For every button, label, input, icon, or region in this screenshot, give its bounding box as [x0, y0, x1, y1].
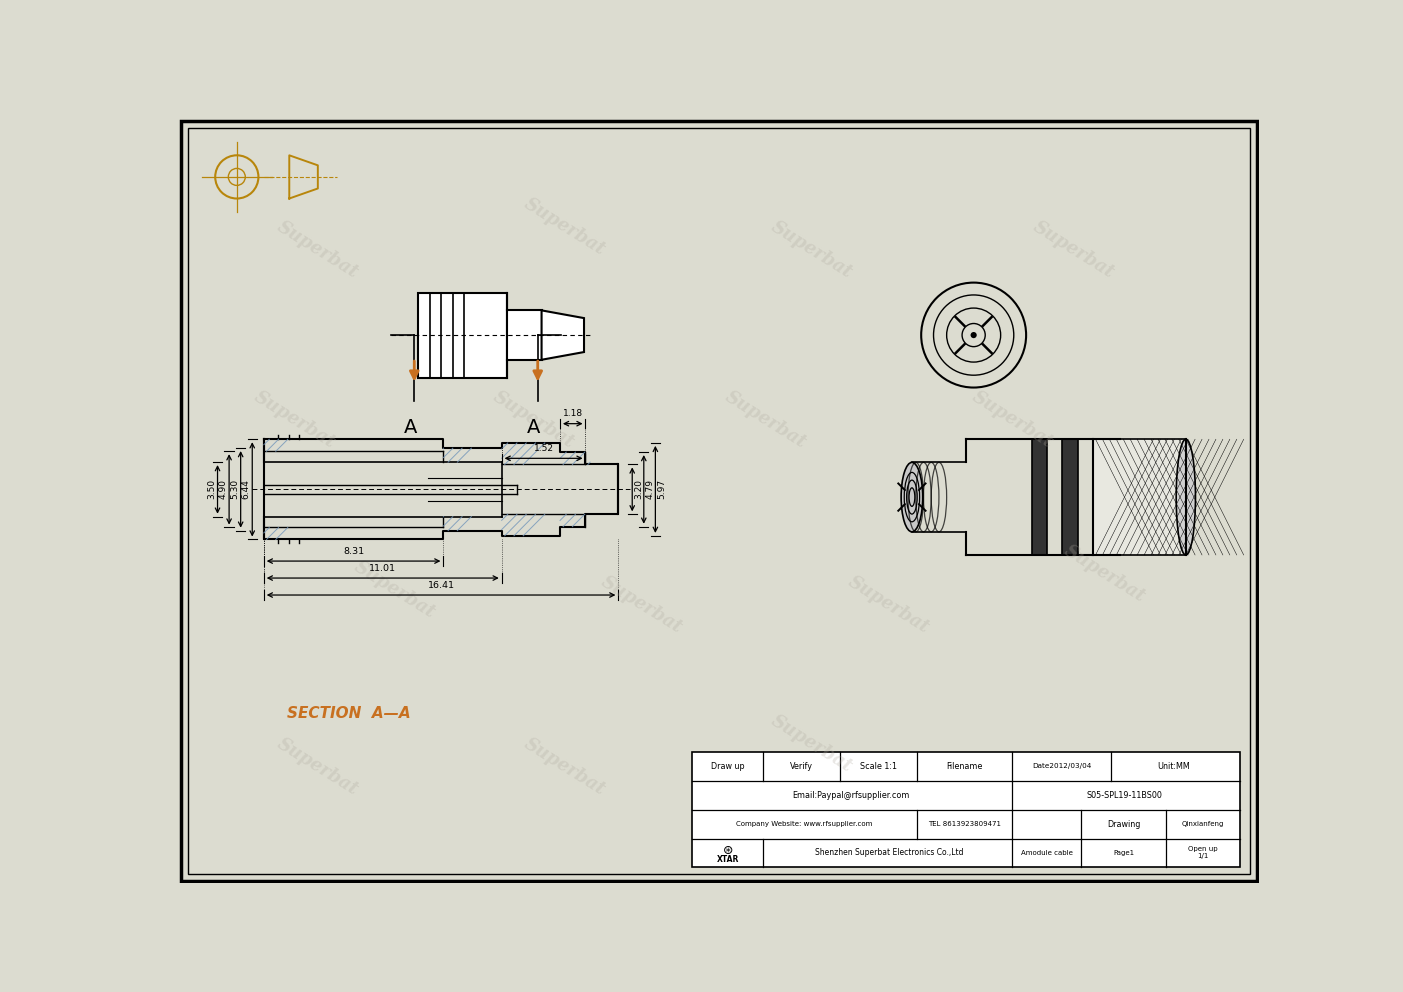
Text: A: A [404, 419, 417, 437]
Text: Scale 1:1: Scale 1:1 [860, 762, 897, 771]
Text: Superbat: Superbat [274, 218, 362, 283]
Text: Superbat: Superbat [490, 388, 578, 452]
Text: 11.01: 11.01 [369, 563, 396, 572]
Text: Shenzhen Superbat Electronics Co.,Ltd: Shenzhen Superbat Electronics Co.,Ltd [815, 848, 964, 857]
Text: Page1: Page1 [1113, 850, 1134, 856]
Text: Drawing: Drawing [1107, 819, 1141, 828]
Ellipse shape [1176, 439, 1195, 555]
Text: Date2012/03/04: Date2012/03/04 [1033, 763, 1092, 769]
Text: 3.50: 3.50 [206, 479, 216, 499]
Bar [506, 310, 542, 360]
Text: 4.79: 4.79 [645, 479, 654, 499]
Polygon shape [542, 310, 584, 360]
Text: Filename: Filename [946, 762, 982, 771]
Text: S05-SPL19-11BS00: S05-SPL19-11BS00 [1087, 791, 1163, 800]
Text: 4.90: 4.90 [219, 479, 227, 499]
Text: 5.97: 5.97 [657, 479, 666, 499]
Ellipse shape [901, 462, 923, 532]
Text: Amodule cable: Amodule cable [1021, 850, 1073, 856]
Text: Superbat: Superbat [968, 388, 1056, 452]
Text: Superbat: Superbat [351, 558, 439, 622]
Text: A: A [528, 419, 540, 437]
Text: Superbat: Superbat [521, 735, 609, 800]
Text: Superbat: Superbat [767, 712, 856, 776]
Text: Superbat: Superbat [721, 388, 810, 452]
Bar [692, 752, 1240, 867]
Bar [418, 293, 506, 378]
Text: Superbat: Superbat [1061, 543, 1149, 606]
Text: SECTION  A—A: SECTION A—A [286, 705, 411, 720]
Text: Company Website: www.rfsupplier.com: Company Website: www.rfsupplier.com [737, 821, 873, 827]
Text: Superbat: Superbat [521, 195, 609, 259]
Text: Superbat: Superbat [767, 218, 856, 283]
Text: Superbat: Superbat [845, 573, 933, 637]
Text: Qinxianfeng: Qinxianfeng [1181, 821, 1225, 827]
Text: Superbat: Superbat [274, 735, 362, 800]
Text: 8.31: 8.31 [342, 547, 365, 556]
Text: Draw up: Draw up [711, 762, 745, 771]
Text: ⊛: ⊛ [723, 844, 732, 857]
Text: 16.41: 16.41 [428, 580, 455, 589]
Text: XTAR: XTAR [717, 855, 739, 864]
Bar [1062, 439, 1078, 555]
Text: Superbat: Superbat [598, 573, 686, 637]
Bar [1093, 439, 1186, 555]
Text: Superbat: Superbat [1030, 218, 1118, 283]
Text: 6.44: 6.44 [241, 479, 251, 499]
Circle shape [971, 332, 976, 338]
Text: Unit:MM: Unit:MM [1157, 762, 1191, 771]
Bar [1031, 439, 1047, 555]
Text: TEL 8613923809471: TEL 8613923809471 [927, 821, 1000, 827]
Text: Verify: Verify [790, 762, 814, 771]
Text: 1.52: 1.52 [533, 444, 554, 453]
Text: Open up
1/1: Open up 1/1 [1188, 846, 1218, 859]
Text: Email:Paypal@rfsupplier.com: Email:Paypal@rfsupplier.com [793, 791, 909, 800]
Text: 1.18: 1.18 [563, 410, 582, 419]
Text: 5.30: 5.30 [230, 479, 239, 499]
Text: 3.20: 3.20 [634, 479, 643, 499]
Text: Superbat: Superbat [251, 388, 338, 452]
